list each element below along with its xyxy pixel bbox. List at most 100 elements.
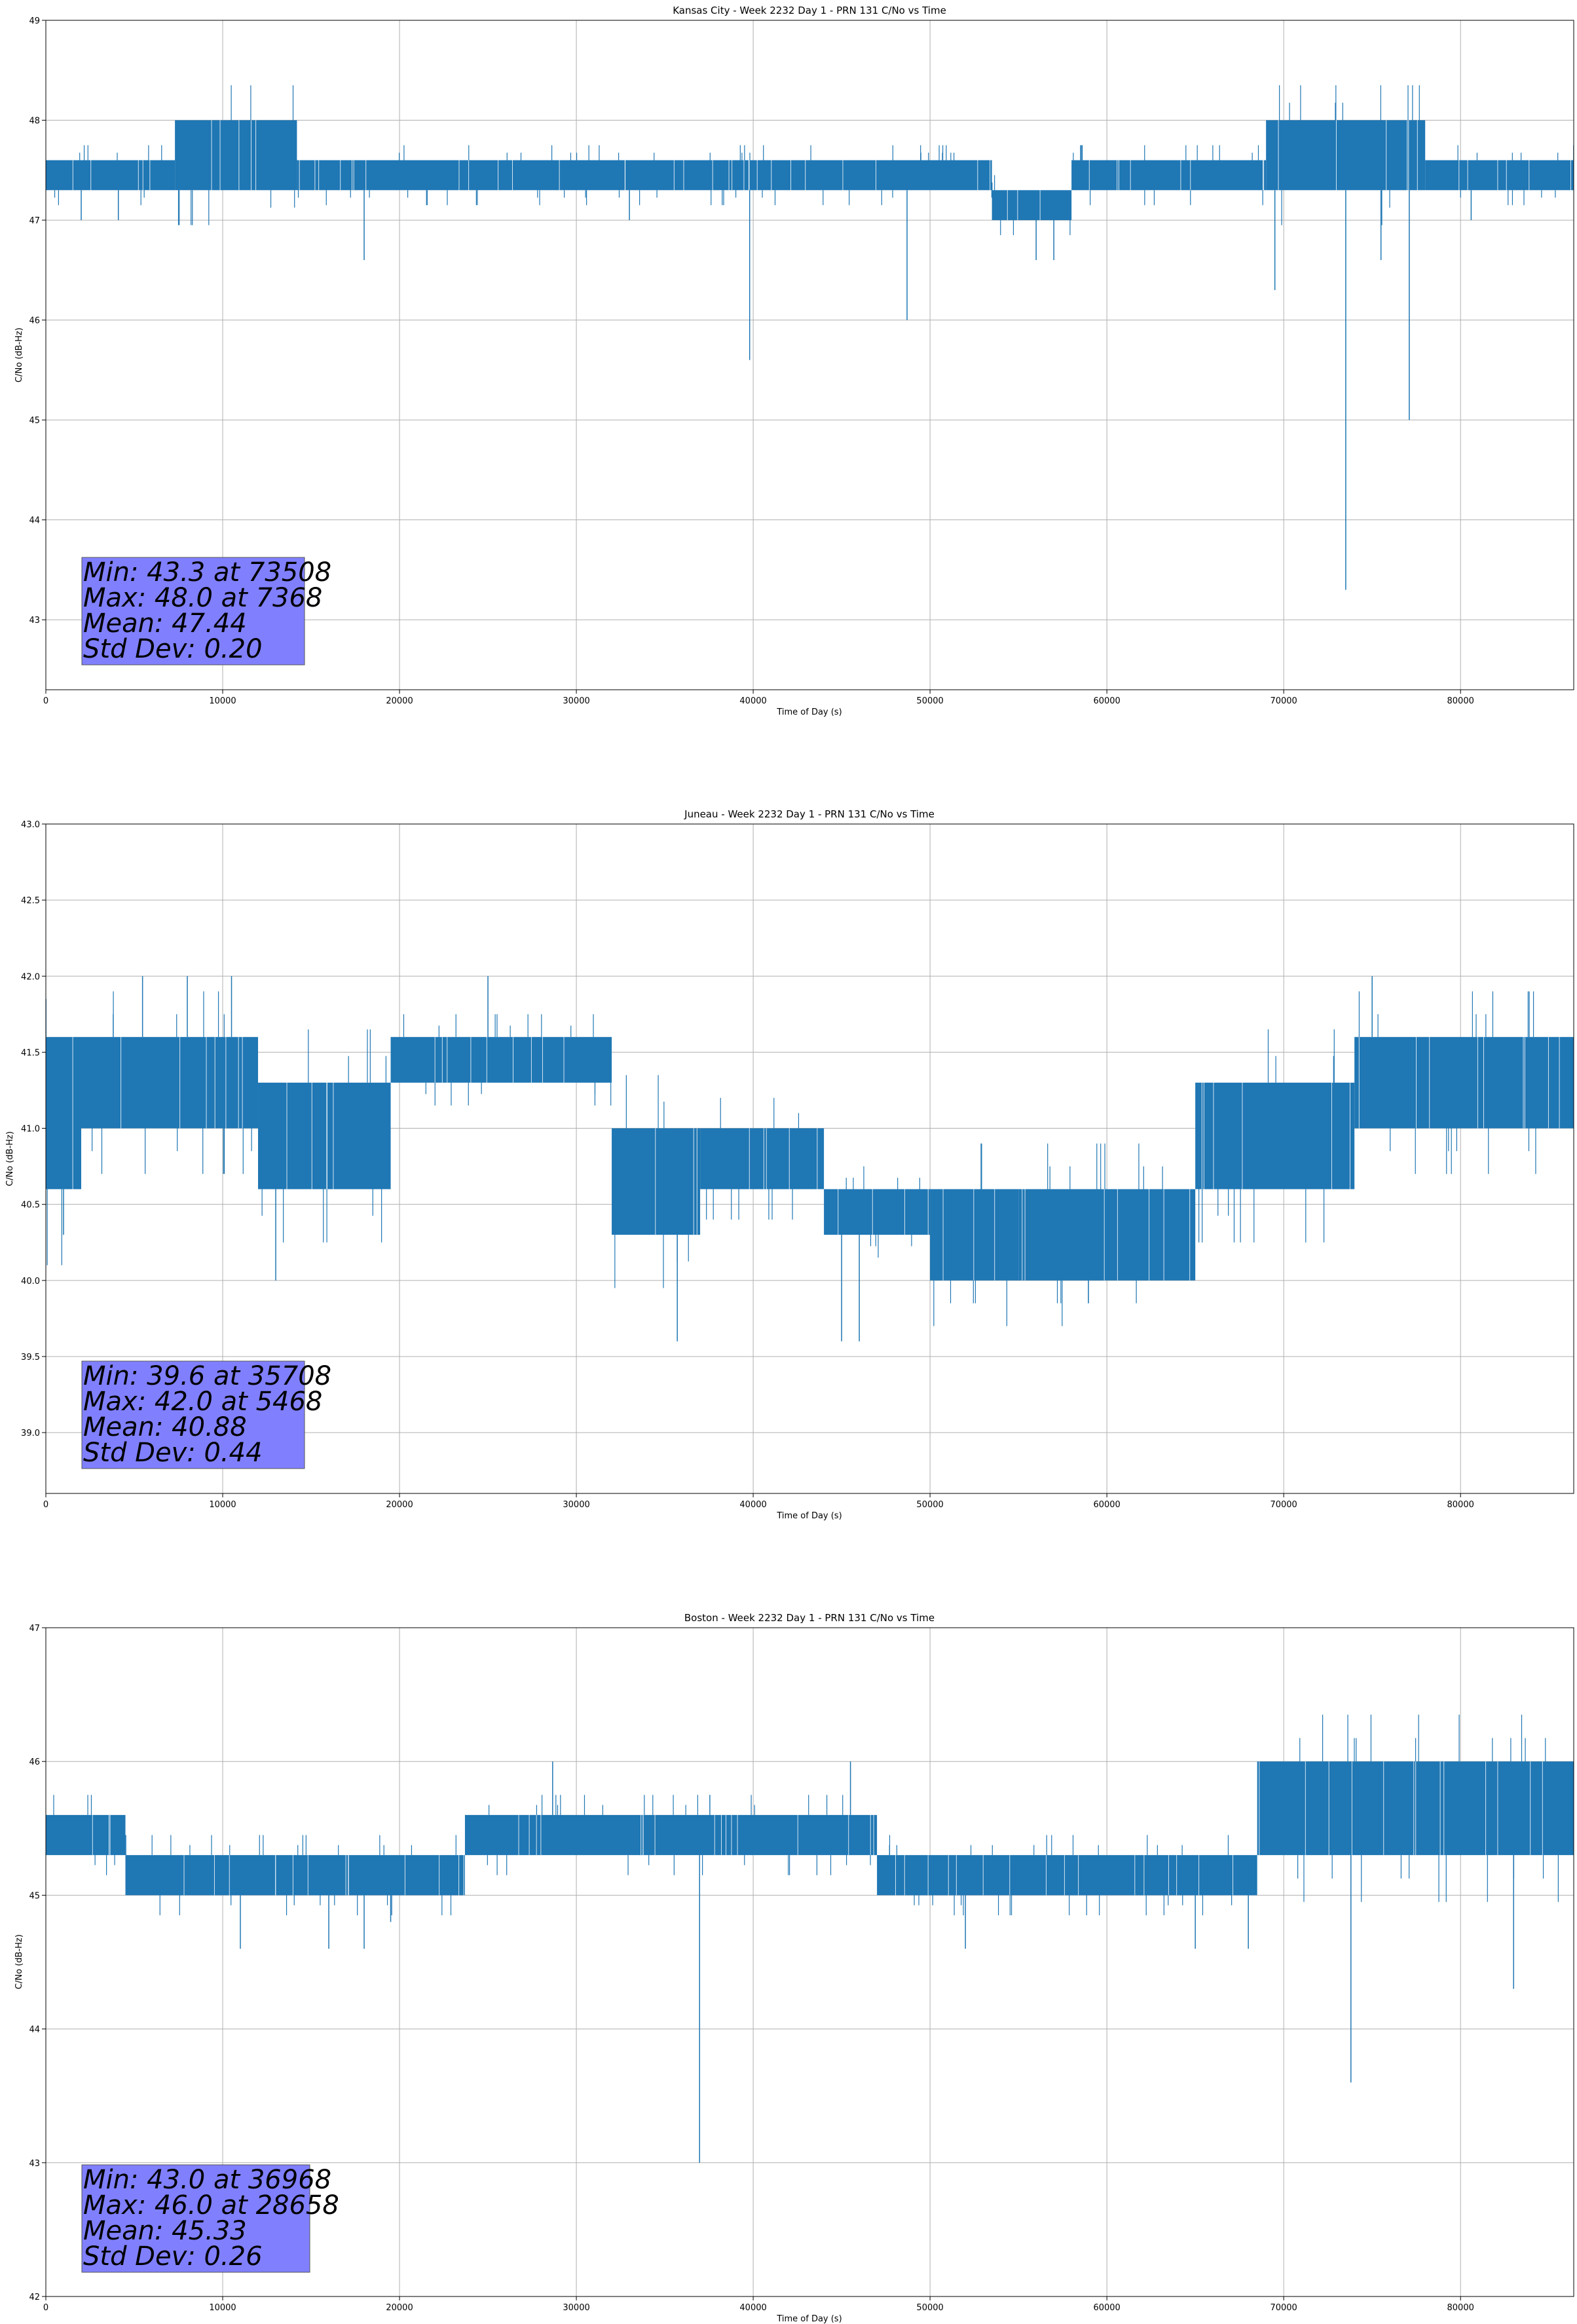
x-axis-label: Time of Day (s) — [776, 2314, 842, 2324]
stats-box-background — [81, 2164, 310, 2273]
series-band — [1266, 120, 1426, 191]
series-gap — [1530, 1761, 1531, 1856]
series-gap — [1497, 1761, 1498, 1856]
series-gap — [563, 1037, 565, 1083]
series-gap — [149, 160, 151, 191]
series-gap — [229, 1855, 230, 1896]
series-band — [258, 1082, 391, 1190]
cno-series — [46, 1714, 1574, 2163]
stats-min: Min: 43.0 at 36968 — [83, 2165, 331, 2195]
y-tick-label: 42.0 — [21, 972, 40, 982]
series-gap — [1088, 160, 1090, 191]
y-tick-label: 43.0 — [21, 820, 40, 830]
series-gap — [238, 120, 240, 191]
series-gap — [955, 1855, 957, 1896]
series-gap — [1213, 1082, 1214, 1190]
series-gap — [1443, 1761, 1445, 1856]
chart-juneau: Juneau - Week 2232 Day 1 - PRN 131 C/No … — [5, 808, 1574, 1521]
series-gap — [1176, 1855, 1178, 1896]
chart-boston: Boston - Week 2232 Day 1 - PRN 131 C/No … — [14, 1612, 1574, 2324]
series-gap — [654, 1814, 656, 1856]
stats-min: Min: 39.6 at 35708 — [83, 1361, 331, 1391]
series-gap — [904, 1189, 905, 1235]
series-gap — [1189, 1189, 1191, 1281]
series-gap — [365, 160, 367, 191]
plot-frame — [45, 823, 1574, 1494]
series-gap — [299, 160, 300, 191]
series-gap — [225, 1037, 227, 1129]
series-band — [125, 1855, 465, 1896]
y-ticks: 39.0 39.5 40.0 40.5 41.0 41.5 42.0 42.5 43.0 — [21, 820, 46, 1438]
x-tick-label: 30000 — [563, 2303, 589, 2313]
series-gap — [1548, 1037, 1549, 1129]
stats-box: Min: 43.3 at 73508 Max: 48.0 at 7368 Mea… — [81, 557, 331, 665]
series-gap — [766, 1128, 767, 1190]
x-tick-label: 70000 — [1270, 1500, 1297, 1510]
series-gap — [326, 1082, 327, 1190]
series-gap — [1358, 1037, 1360, 1129]
series-gap — [92, 1814, 93, 1856]
series-gap — [434, 1037, 436, 1083]
y-tick-label: 47 — [29, 1624, 40, 1634]
series-band — [1071, 160, 1267, 191]
series-gap — [1408, 120, 1409, 191]
series-gap — [1458, 160, 1460, 191]
x-tick-label: 80000 — [1447, 696, 1474, 706]
series-gap — [1335, 120, 1337, 191]
series-gap — [994, 1189, 995, 1281]
y-tick-label: 47 — [29, 216, 40, 226]
series-gap — [542, 1037, 543, 1083]
series-gap — [1497, 160, 1498, 191]
y-tick-label: 39.0 — [21, 1429, 40, 1438]
stats-max: Max: 42.0 at 5468 — [83, 1387, 322, 1417]
x-tick-label: 10000 — [209, 696, 236, 706]
series-gap — [895, 1855, 896, 1896]
series-gap — [179, 1037, 181, 1129]
chart-title: Boston - Week 2232 Day 1 - PRN 131 C/No … — [684, 1612, 935, 1624]
y-tick-label: 46 — [29, 316, 40, 326]
series-gap — [529, 1814, 530, 1856]
x-tick-label: 30000 — [563, 1500, 589, 1510]
y-tick-label: 41.5 — [21, 1048, 40, 1058]
x-tick-label: 40000 — [739, 2303, 766, 2313]
series-band — [700, 1128, 825, 1190]
series-gap — [1039, 190, 1041, 221]
x-tick-label: 10000 — [209, 2303, 236, 2313]
plot-frame — [45, 1627, 1574, 2297]
series-band — [1425, 160, 1574, 191]
series-gap — [1506, 160, 1507, 191]
series-gap — [1439, 1761, 1441, 1856]
series-gap — [756, 160, 758, 191]
series-gap — [1263, 160, 1265, 191]
x-tick-label: 0 — [43, 696, 48, 706]
series-gap — [973, 1189, 974, 1281]
series-gap — [238, 1037, 239, 1129]
series-gap — [1143, 1855, 1145, 1896]
x-tick-label: 10000 — [209, 1500, 236, 1510]
y-tick-label: 44 — [29, 516, 40, 526]
y-ticks: 43 44 45 46 47 48 49 — [29, 16, 46, 626]
series-gap — [904, 1855, 905, 1896]
series-gap — [1064, 1855, 1065, 1896]
series-gap — [286, 1082, 288, 1190]
x-tick-label: 60000 — [1093, 2303, 1120, 2313]
series-gap — [728, 160, 730, 191]
stats-box-background — [81, 557, 305, 665]
stats-std-dev: Std Dev: 0.44 — [83, 1438, 263, 1468]
series-gap — [1190, 160, 1191, 191]
stats-mean: Mean: 45.33 — [83, 2216, 247, 2246]
x-tick-label: 0 — [43, 2303, 48, 2313]
y-tick-label: 48 — [29, 117, 40, 126]
x-tick-label: 50000 — [916, 696, 943, 706]
series-gap — [1104, 1189, 1105, 1281]
series-band — [175, 120, 297, 191]
series-gap — [673, 160, 675, 191]
series-gap — [1485, 1761, 1487, 1856]
x-tick-label: 50000 — [916, 2303, 943, 2313]
x-ticks: 0 10000 20000 30000 40000 50000 60000 70000 8000… — [43, 1493, 1474, 1510]
y-tick-label: 40.5 — [21, 1201, 40, 1210]
series-gap — [441, 1037, 443, 1083]
series-gap — [314, 160, 316, 191]
series-gap — [1413, 1761, 1415, 1856]
